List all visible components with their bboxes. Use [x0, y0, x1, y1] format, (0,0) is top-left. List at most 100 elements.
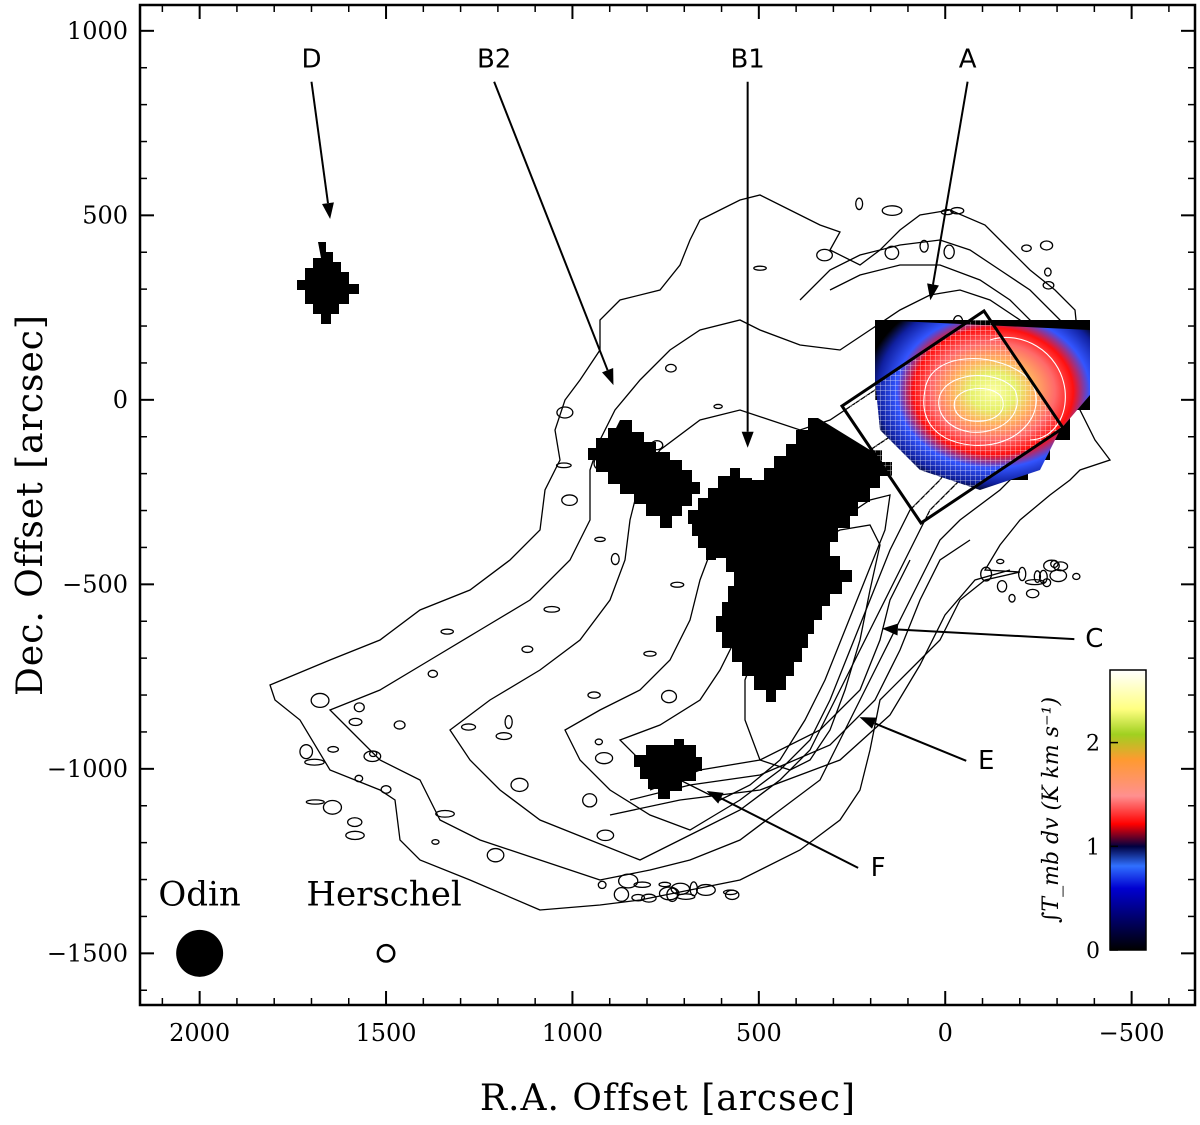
contour-islands — [299, 197, 1081, 903]
contour-island — [486, 847, 505, 863]
contour-island — [368, 750, 378, 758]
contour-2 — [328, 289, 1056, 881]
contour-arc-2 — [629, 539, 971, 801]
contour-island — [597, 880, 607, 890]
contour-island — [304, 758, 325, 766]
contour-island — [884, 245, 900, 260]
contour-island — [322, 799, 343, 815]
region-ridge-pixels — [708, 418, 892, 702]
colorbar-title: ∫T_mb dv (K km s⁻¹) — [1039, 697, 1064, 923]
contour-island — [753, 265, 767, 271]
contour-island — [521, 645, 534, 654]
contour-island — [587, 691, 601, 699]
contour-island — [427, 669, 439, 678]
contour-island — [1025, 588, 1040, 599]
beam-markers: Odin Herschel — [158, 874, 462, 977]
contour-island — [996, 558, 1005, 565]
axes: 2000 1500 1000 500 0 −500 1000 500 0 −500 −1000 −1… — [10, 3, 1197, 1119]
contour-island — [345, 830, 365, 841]
contour-island — [617, 873, 639, 889]
x-axis-label: R.A. Offset [arcsec] — [480, 1078, 856, 1119]
contour-island — [348, 717, 363, 727]
contour-island — [1049, 569, 1068, 583]
x-axis-ticks: 2000 1500 1000 500 0 −500 — [161, 5, 1170, 1047]
colorbar-tick-label: 1 — [1086, 835, 1100, 860]
annotation-label-b1: B1 — [730, 45, 764, 75]
odin-beam — [176, 929, 224, 977]
contour-island — [658, 886, 680, 901]
contour-island — [633, 881, 652, 889]
annotation-arrowhead-b2 — [602, 367, 614, 386]
contour-outer — [269, 194, 1112, 911]
contour-island — [594, 751, 614, 765]
annotation-arrow-e — [873, 722, 967, 762]
annotation-arrow-d — [310, 81, 329, 204]
contour-island — [940, 208, 954, 216]
herschel-beam — [376, 943, 396, 963]
annotation-arrowhead-e — [859, 717, 877, 729]
contour-island — [1043, 559, 1060, 572]
x-tick-label: 0 — [938, 1019, 953, 1047]
contour-island — [555, 462, 572, 469]
contour-island — [855, 197, 864, 211]
contour-island — [664, 363, 677, 373]
contour-island — [594, 536, 606, 543]
annotation-label-d: D — [301, 45, 321, 75]
contour-island — [431, 838, 440, 845]
contour-island — [713, 403, 723, 410]
contour-island — [660, 689, 678, 704]
contour-island — [354, 774, 364, 783]
contour-island — [950, 206, 965, 215]
contour-island — [1017, 566, 1027, 582]
contour-arc-1 — [649, 559, 911, 791]
contour-island — [435, 809, 455, 818]
annotation-label-c: C — [1085, 624, 1103, 654]
contour-island — [596, 829, 615, 842]
contour-island — [670, 882, 691, 896]
contour-island — [393, 720, 406, 730]
contour-island — [495, 732, 513, 741]
x-tick-label: 2000 — [169, 1019, 230, 1047]
contour-island — [643, 650, 657, 657]
y-axis-label: Dec. Offset [arcsec] — [10, 314, 51, 696]
region-f-pixels — [634, 739, 702, 799]
x-tick-label: 1000 — [542, 1019, 603, 1047]
contour-island — [1024, 578, 1045, 586]
annotation-label-e: E — [978, 746, 994, 776]
herschel-grid-overlay — [842, 311, 1063, 523]
contour-island — [613, 887, 630, 902]
annotation-arrowhead-a — [927, 283, 939, 301]
region-d-pixels — [297, 242, 359, 324]
contour-island — [631, 893, 646, 902]
annotations: D B2 B1 A C E F — [301, 45, 1103, 883]
beam-label-odin: Odin — [158, 874, 240, 914]
contour-island — [980, 566, 993, 582]
y-tick-label: 0 — [113, 386, 128, 414]
contour-island — [816, 248, 833, 262]
contour-island — [504, 714, 513, 730]
colorbar: 0 1 2 ∫T_mb dv (K km s⁻¹) — [1039, 669, 1147, 964]
annotation-arrowhead-f — [706, 790, 724, 804]
contour-island — [594, 738, 604, 746]
contour-island — [510, 777, 529, 793]
annotation-arrow-a — [932, 81, 969, 285]
annotation-arrow-f — [720, 797, 859, 869]
contour-island — [1008, 593, 1016, 603]
contour-island — [460, 723, 477, 731]
contour-island — [1042, 280, 1055, 290]
herschel-contour-1 — [923, 358, 1037, 446]
annotation-arrow-b2 — [493, 81, 609, 371]
colorbar-tick-label: 0 — [1086, 939, 1100, 964]
contour-island — [1021, 244, 1032, 253]
contour-island — [327, 745, 340, 753]
annotation-label-a: A — [959, 45, 977, 75]
contour-island — [299, 744, 314, 760]
y-tick-label: −1000 — [47, 755, 128, 783]
contour-island — [722, 889, 738, 896]
colorbar-fill — [1109, 669, 1147, 951]
contour-island — [1033, 570, 1042, 584]
contour-arc-3 — [609, 569, 1011, 816]
contour-island — [1042, 578, 1052, 588]
annotation-arrowhead-b1 — [741, 431, 754, 448]
